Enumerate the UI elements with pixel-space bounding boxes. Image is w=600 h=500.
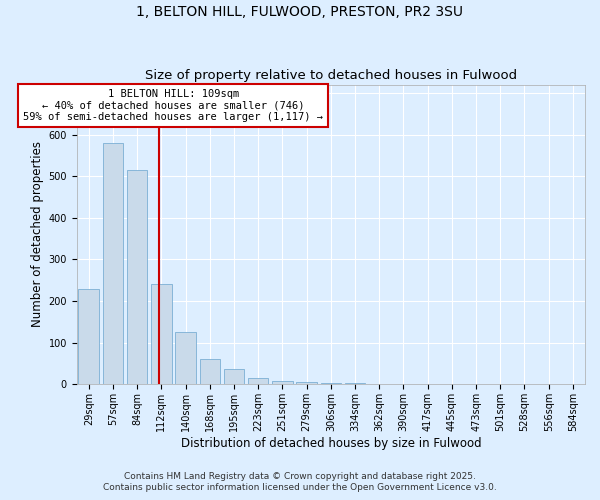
- Bar: [127, 170, 148, 384]
- Bar: [224, 368, 244, 384]
- Y-axis label: Number of detached properties: Number of detached properties: [31, 142, 44, 328]
- Bar: [200, 358, 220, 384]
- Bar: [151, 284, 172, 384]
- Bar: [79, 288, 99, 384]
- Text: 1 BELTON HILL: 109sqm
← 40% of detached houses are smaller (746)
59% of semi-det: 1 BELTON HILL: 109sqm ← 40% of detached …: [23, 89, 323, 122]
- Bar: [345, 383, 365, 384]
- Bar: [103, 143, 123, 384]
- Bar: [272, 381, 293, 384]
- Title: Size of property relative to detached houses in Fulwood: Size of property relative to detached ho…: [145, 69, 517, 82]
- Bar: [296, 382, 317, 384]
- Bar: [248, 378, 268, 384]
- Text: 1, BELTON HILL, FULWOOD, PRESTON, PR2 3SU: 1, BELTON HILL, FULWOOD, PRESTON, PR2 3S…: [137, 5, 464, 19]
- Bar: [320, 383, 341, 384]
- Text: Contains HM Land Registry data © Crown copyright and database right 2025.
Contai: Contains HM Land Registry data © Crown c…: [103, 472, 497, 492]
- X-axis label: Distribution of detached houses by size in Fulwood: Distribution of detached houses by size …: [181, 437, 481, 450]
- Bar: [175, 332, 196, 384]
